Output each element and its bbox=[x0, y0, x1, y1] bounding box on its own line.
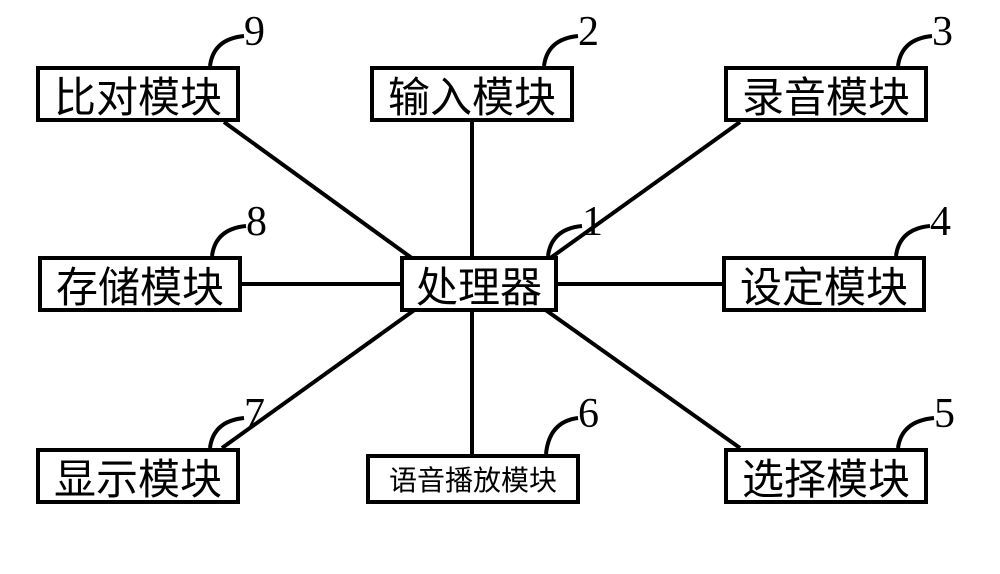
number-label-record: 3 bbox=[932, 8, 953, 56]
leader-display bbox=[210, 418, 244, 448]
node-label-storage: 存储模块 bbox=[56, 254, 224, 315]
node-input: 输入模块 bbox=[370, 66, 574, 122]
leader-storage bbox=[212, 226, 246, 256]
node-processor: 处理器 bbox=[400, 256, 558, 312]
node-setting: 设定模块 bbox=[722, 256, 926, 312]
node-compare: 比对模块 bbox=[36, 66, 240, 122]
node-label-display: 显示模块 bbox=[54, 446, 222, 507]
number-label-input: 2 bbox=[578, 8, 599, 56]
leader-select bbox=[898, 418, 934, 448]
leader-record bbox=[898, 36, 932, 66]
node-record: 录音模块 bbox=[724, 66, 928, 122]
edge-processor-record bbox=[542, 122, 740, 264]
edge-processor-select bbox=[540, 306, 740, 448]
number-label-voice: 6 bbox=[578, 390, 599, 438]
diagram-stage: 处理器 比对模块 输入模块 录音模块存储模块 设定模块显示模块 语音播放模块 选择模块 9 2 3… bbox=[0, 0, 1000, 574]
number-label-display: 7 bbox=[244, 390, 265, 438]
node-label-voice: 语音播放模块 bbox=[389, 459, 557, 499]
leader-compare bbox=[210, 36, 244, 66]
leader-setting bbox=[896, 226, 930, 256]
node-label-record: 录音模块 bbox=[742, 64, 910, 125]
leader-input bbox=[544, 36, 578, 66]
number-label-compare: 9 bbox=[244, 8, 265, 56]
node-label-setting: 设定模块 bbox=[740, 254, 908, 315]
number-label-storage: 8 bbox=[246, 198, 267, 246]
node-voice: 语音播放模块 bbox=[366, 454, 580, 504]
number-label-select: 5 bbox=[934, 390, 955, 438]
leader-processor bbox=[548, 226, 582, 256]
node-storage: 存储模块 bbox=[38, 256, 242, 312]
number-label-processor: 1 bbox=[582, 198, 603, 246]
node-label-processor: 处理器 bbox=[416, 254, 542, 315]
number-label-setting: 4 bbox=[930, 198, 951, 246]
node-display: 显示模块 bbox=[36, 448, 240, 504]
node-label-compare: 比对模块 bbox=[54, 64, 222, 125]
node-select: 选择模块 bbox=[724, 448, 928, 504]
node-label-select: 选择模块 bbox=[742, 446, 910, 507]
node-label-input: 输入模块 bbox=[388, 64, 556, 125]
leader-voice bbox=[546, 418, 578, 454]
